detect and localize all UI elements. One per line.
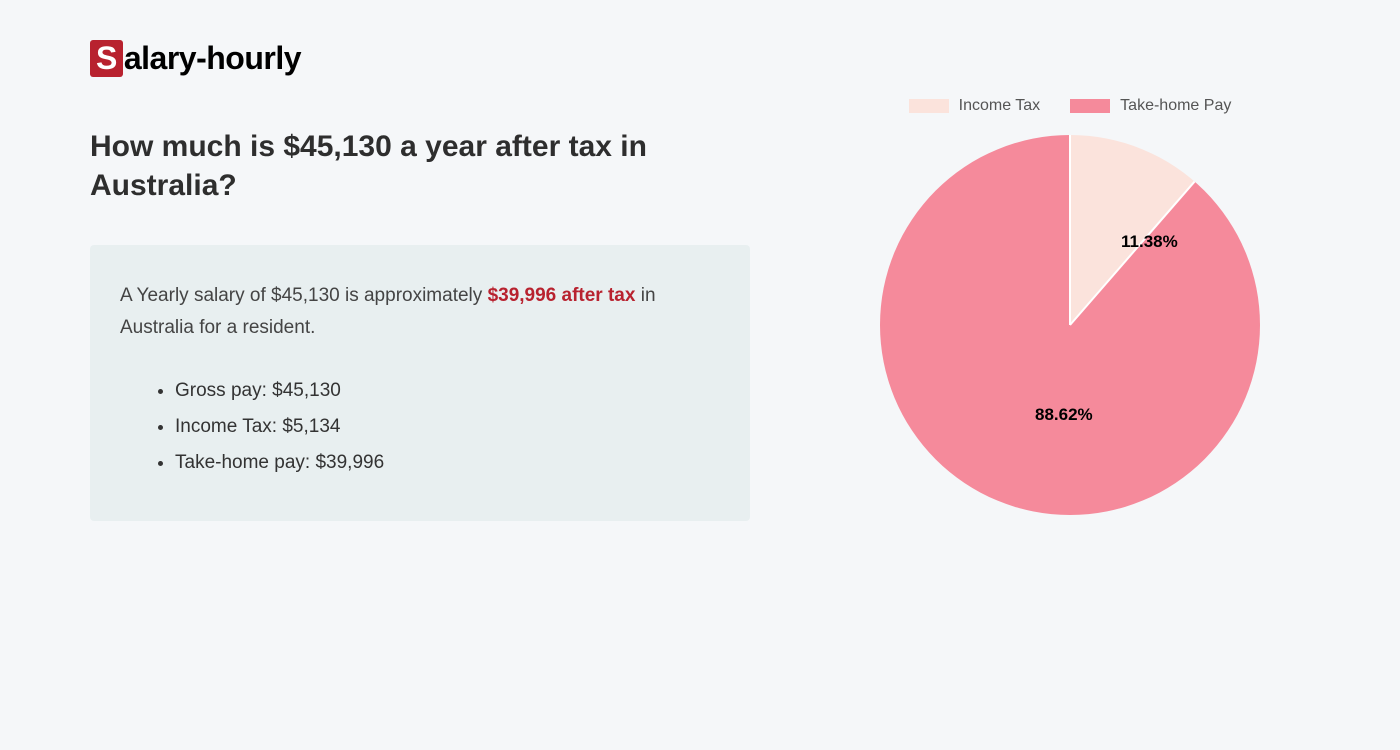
details-list: Gross pay: $45,130 Income Tax: $5,134 Ta… <box>120 373 720 481</box>
info-box: A Yearly salary of $45,130 is approximat… <box>90 245 750 521</box>
legend-swatch <box>909 99 949 113</box>
page-title: How much is $45,130 a year after tax in … <box>90 127 750 205</box>
slice-label: 11.38% <box>1121 232 1178 252</box>
legend-label: Take-home Pay <box>1120 97 1231 115</box>
logo-first-char: S <box>90 40 123 77</box>
pie-chart: 11.38% 88.62% <box>880 135 1260 515</box>
legend-item: Take-home Pay <box>1070 97 1231 115</box>
pie-body <box>880 135 1260 515</box>
list-item: Take-home pay: $39,996 <box>175 445 720 481</box>
summary-text: A Yearly salary of $45,130 is approximat… <box>120 280 720 345</box>
legend-label: Income Tax <box>959 97 1041 115</box>
summary-prefix: A Yearly salary of $45,130 is approximat… <box>120 285 488 306</box>
slice-label: 88.62% <box>1035 405 1093 425</box>
legend-swatch <box>1070 99 1110 113</box>
list-item: Gross pay: $45,130 <box>175 373 720 409</box>
chart-legend: Income Tax Take-home Pay <box>830 97 1310 115</box>
list-item: Income Tax: $5,134 <box>175 409 720 445</box>
logo: Salary-hourly <box>90 40 1310 77</box>
logo-rest: alary-hourly <box>124 40 301 76</box>
legend-item: Income Tax <box>909 97 1041 115</box>
summary-highlight: $39,996 after tax <box>488 285 636 306</box>
